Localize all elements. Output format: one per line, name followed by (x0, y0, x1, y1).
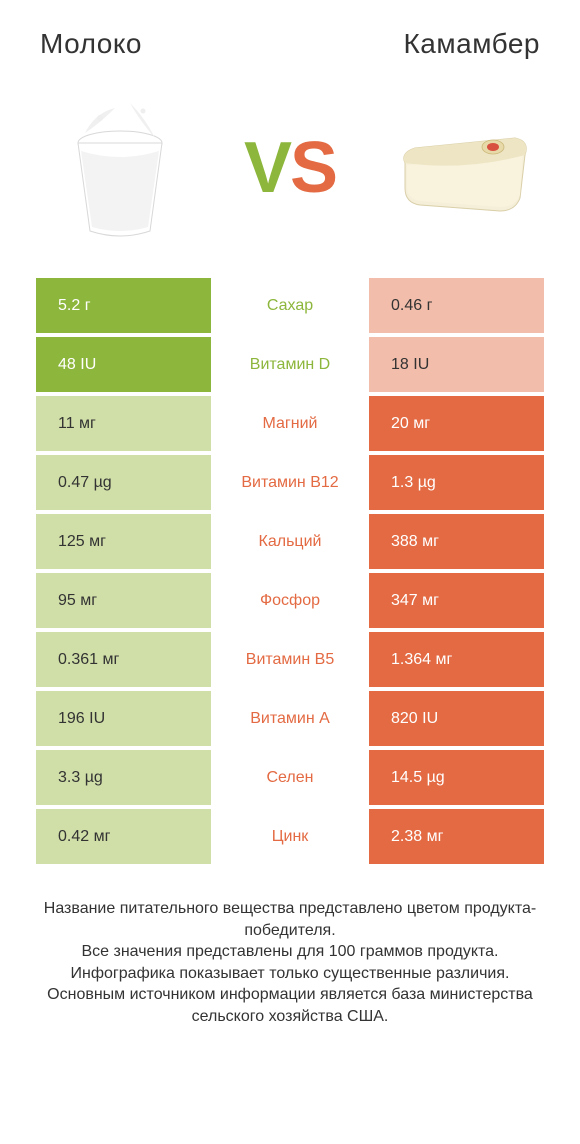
left-value-cell: 11 мг (36, 396, 211, 451)
nutrient-label-cell: Сахар (211, 278, 369, 333)
right-value-cell: 1.364 мг (369, 632, 544, 687)
comparison-table: 5.2 гСахар0.46 г48 IUВитамин D18 IU11 мг… (0, 278, 580, 864)
right-value-cell: 820 IU (369, 691, 544, 746)
table-row: 95 мгФосфор347 мг (36, 573, 544, 628)
right-value-cell: 18 IU (369, 337, 544, 392)
left-value-cell: 0.361 мг (36, 632, 211, 687)
left-value-cell: 5.2 г (36, 278, 211, 333)
nutrient-label-cell: Витамин A (211, 691, 369, 746)
footnote-line: Название питательного вещества представл… (30, 898, 550, 941)
footnote-line: Основным источником информации является … (30, 984, 550, 1027)
right-value-cell: 14.5 µg (369, 750, 544, 805)
right-product-title: Камамбер (403, 28, 540, 60)
left-value-cell: 125 мг (36, 514, 211, 569)
left-value-cell: 0.47 µg (36, 455, 211, 510)
right-value-cell: 0.46 г (369, 278, 544, 333)
table-row: 0.47 µgВитамин B121.3 µg (36, 455, 544, 510)
right-value-cell: 1.3 µg (369, 455, 544, 510)
footnote-line: Все значения представлены для 100 граммо… (30, 941, 550, 963)
vs-row: VS (0, 78, 580, 278)
right-value-cell: 2.38 мг (369, 809, 544, 864)
footnote-line: Инфографика показывает только существенн… (30, 963, 550, 985)
left-value-cell: 95 мг (36, 573, 211, 628)
left-product-image (40, 88, 200, 248)
right-value-cell: 388 мг (369, 514, 544, 569)
milk-glass-icon (45, 93, 195, 243)
table-row: 196 IUВитамин A820 IU (36, 691, 544, 746)
left-product-title: Молоко (40, 28, 142, 60)
nutrient-label-cell: Кальций (211, 514, 369, 569)
left-value-cell: 0.42 мг (36, 809, 211, 864)
header: Молоко Камамбер (0, 0, 580, 78)
left-value-cell: 196 IU (36, 691, 211, 746)
table-row: 3.3 µgСелен14.5 µg (36, 750, 544, 805)
vs-v: V (244, 128, 290, 208)
left-value-cell: 3.3 µg (36, 750, 211, 805)
right-product-image (380, 88, 540, 248)
vs-s: S (290, 128, 336, 208)
right-value-cell: 347 мг (369, 573, 544, 628)
left-value-cell: 48 IU (36, 337, 211, 392)
table-row: 5.2 гСахар0.46 г (36, 278, 544, 333)
table-row: 0.361 мгВитамин B51.364 мг (36, 632, 544, 687)
nutrient-label-cell: Витамин D (211, 337, 369, 392)
nutrient-label-cell: Витамин B5 (211, 632, 369, 687)
footnote: Название питательного вещества представл… (0, 868, 580, 1028)
nutrient-label-cell: Селен (211, 750, 369, 805)
nutrient-label-cell: Фосфор (211, 573, 369, 628)
right-value-cell: 20 мг (369, 396, 544, 451)
nutrient-label-cell: Витамин B12 (211, 455, 369, 510)
table-row: 125 мгКальций388 мг (36, 514, 544, 569)
table-row: 0.42 мгЦинк2.38 мг (36, 809, 544, 864)
table-row: 11 мгМагний20 мг (36, 396, 544, 451)
nutrient-label-cell: Магний (211, 396, 369, 451)
camembert-icon (385, 93, 535, 243)
vs-label: VS (244, 127, 336, 209)
nutrient-label-cell: Цинк (211, 809, 369, 864)
table-row: 48 IUВитамин D18 IU (36, 337, 544, 392)
